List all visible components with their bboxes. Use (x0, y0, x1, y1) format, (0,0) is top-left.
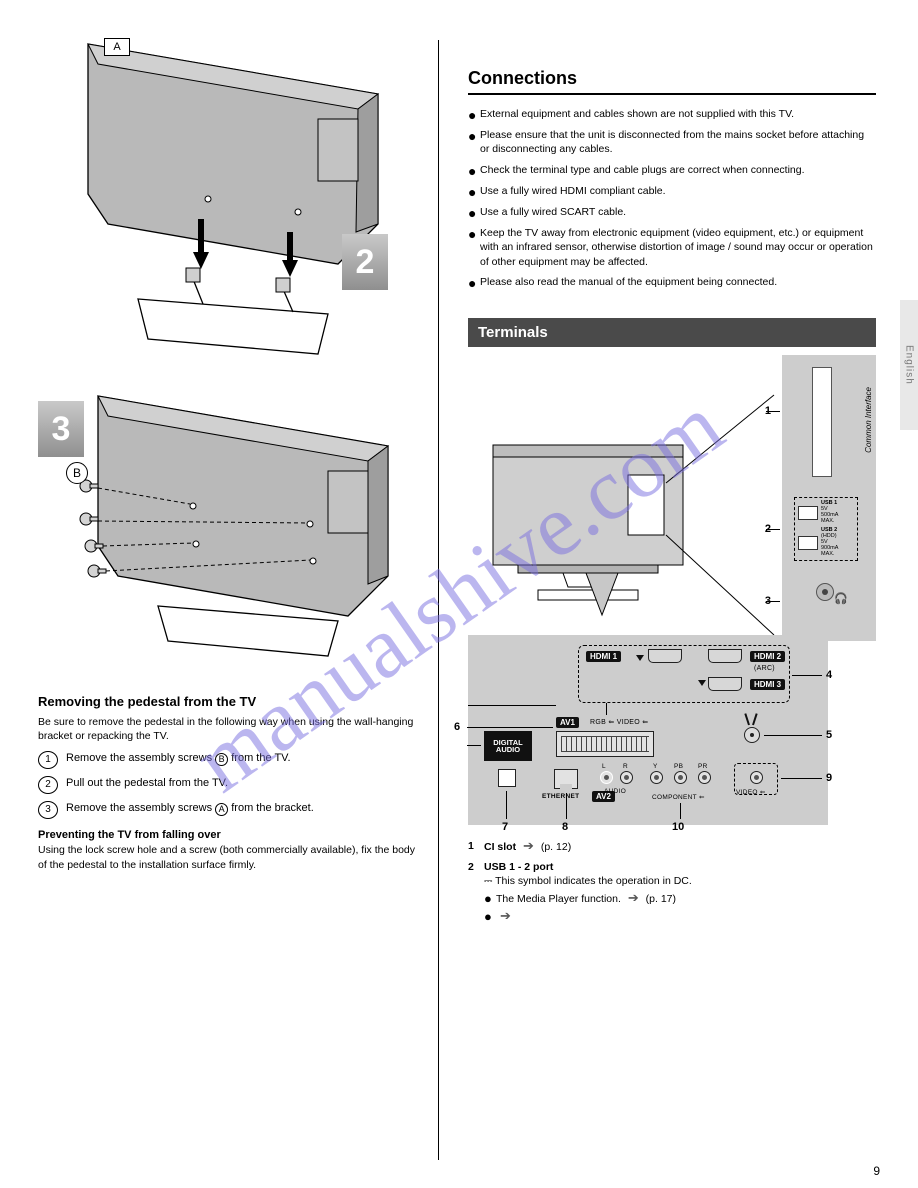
ethernet-port (554, 769, 578, 789)
usb-block: USB 15V 500mA MAX. USB 2(HDD)5V 900mA MA… (794, 497, 858, 561)
step-num: 2 (38, 776, 58, 794)
illustration-step-3: 3 B (38, 376, 418, 676)
column-divider (438, 40, 439, 1160)
callout-6: 6 (454, 721, 460, 733)
page-number: 9 (873, 1164, 880, 1178)
right-column: Connections ●External equipment and cabl… (468, 34, 876, 929)
hdmi2-port (708, 649, 742, 663)
rca-r (620, 771, 633, 784)
hdmi2-arc: (ARC) (754, 665, 775, 672)
tv-back-insert-svg (38, 34, 418, 364)
step-text: Remove the assembly screws A from the br… (66, 801, 418, 819)
optical-port (498, 769, 516, 787)
ci-slot (812, 367, 832, 477)
rca-pr (698, 771, 711, 784)
note-1: 1 CI slot ➔ (p. 12) (468, 839, 828, 854)
footer-notes: 1 CI slot ➔ (p. 12) 2 USB 1 - 2 port ⎓ T… (468, 839, 828, 924)
caution-text: Using the lock screw hole and a screw (b… (38, 843, 418, 871)
callout-8: 8 (562, 821, 568, 833)
list-item: 3 Remove the assembly screws A from the … (38, 801, 418, 819)
rca-y (650, 771, 663, 784)
bullet-item: ●Check the terminal type and cable plugs… (468, 163, 876, 178)
left-column: 2 A (38, 34, 418, 872)
remove-pedestal-heading: Removing the pedestal from the TV (38, 694, 418, 709)
usb2-port (798, 536, 818, 550)
callout-7: 7 (502, 821, 508, 833)
bullet-item: ●Please also read the manual of the equi… (468, 275, 876, 290)
list-item: 2 Pull out the pedestal from the TV. (38, 776, 418, 794)
ci-label: Common Interface (864, 387, 873, 453)
bullet-item: ●Keep the TV away from electronic equipm… (468, 226, 876, 269)
rca-pb (674, 771, 687, 784)
bullet-item: ●External equipment and cables shown are… (468, 107, 876, 122)
step-badge-2: 2 (342, 234, 388, 290)
screw-label-a: A (104, 38, 130, 56)
hdmi3-label: HDMI 3 (750, 679, 785, 690)
scart-port (556, 731, 654, 757)
callout-5: 5 (826, 729, 832, 741)
usb2: USB 2(HDD)5V 900mA MAX. (798, 528, 854, 557)
bottom-terminal-panel: HDMI 1 HDMI 2 (ARC) HDMI 3 AV1 RGB ⇐ VID… (468, 635, 828, 825)
page: manualshive.com English (0, 0, 918, 1188)
usb1-port (798, 506, 818, 520)
side-tab-language: English (900, 300, 918, 430)
remove-pedestal-intro: Be sure to remove the pedestal in the fo… (38, 715, 418, 743)
hdmi3-port (708, 677, 742, 691)
rca-l (600, 771, 613, 784)
tv-back-screws-svg (38, 376, 418, 676)
callout-10: 10 (672, 821, 684, 833)
caution-title: Preventing the TV from falling over (38, 829, 418, 841)
step-text: Pull out the pedestal from the TV. (66, 776, 418, 794)
av1-label: AV1 (556, 717, 579, 728)
ethernet-label: ETHERNET (542, 793, 579, 800)
usb1: USB 15V 500mA MAX. (798, 501, 854, 524)
rear-overview: Common Interface USB 15V 500mA MAX. USB … (468, 355, 876, 655)
ref-a: A (215, 803, 228, 816)
terminals-bar: Terminals (468, 318, 876, 347)
step-text: Remove the assembly screws B from the TV… (66, 751, 418, 769)
hdmi1-port (648, 649, 682, 663)
screw-callout-b: B (66, 462, 88, 484)
antenna-port (744, 727, 760, 743)
av1-sub: RGB ⇐ VIDEO ⇐ (590, 718, 648, 726)
callout-4: 4 (826, 669, 832, 681)
note-2: 2 USB 1 - 2 port ⎓ This symbol indicates… (468, 860, 828, 925)
headphone-icon: 🎧 (834, 592, 848, 605)
callout-9: 9 (826, 772, 832, 784)
step-num: 3 (38, 801, 58, 819)
headphone-jack (816, 583, 834, 601)
step-num: 1 (38, 751, 58, 769)
video-sublabel: VIDEO ⇐ (736, 788, 766, 796)
side-terminal-panel: Common Interface USB 15V 500mA MAX. USB … (782, 355, 876, 641)
bullet-item: ●Please ensure that the unit is disconne… (468, 128, 876, 157)
digital-audio-label: DIGITAL AUDIO (484, 731, 532, 761)
hdmi2-label: HDMI 2 (750, 651, 785, 662)
remove-steps-list: 1 Remove the assembly screws B from the … (38, 751, 418, 819)
connections-title: Connections (468, 68, 876, 95)
step-badge-3: 3 (38, 401, 84, 457)
bullet-item: ●Use a fully wired SCART cable. (468, 205, 876, 220)
illustration-step-2: 2 A (38, 34, 418, 364)
component-sublabel: COMPONENT ⇐ (652, 793, 705, 801)
bullet-item: ●Use a fully wired HDMI compliant cable. (468, 184, 876, 199)
ref-b: B (215, 753, 228, 766)
audio-sublabel: AUDIO (604, 788, 626, 795)
hdmi1-label: HDMI 1 (586, 651, 621, 662)
list-item: 1 Remove the assembly screws B from the … (38, 751, 418, 769)
